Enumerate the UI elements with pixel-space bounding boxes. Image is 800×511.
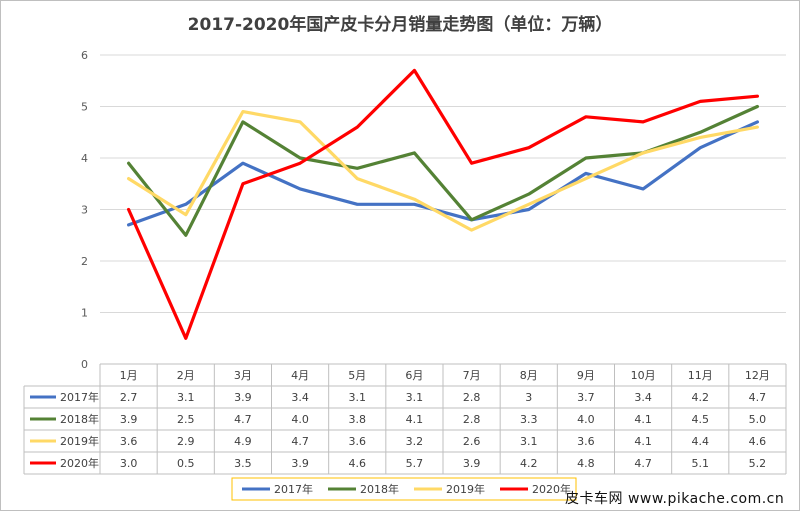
series-line: [127, 109, 760, 232]
data-cell: 4.0: [577, 413, 595, 426]
data-cell: 2.7: [120, 391, 138, 404]
table-series-label: 2019年: [60, 434, 99, 448]
x-category-label: 2月: [177, 369, 195, 382]
data-cell: 3.1: [177, 391, 195, 404]
legend-label: 2020年: [532, 482, 571, 496]
data-cell: 4.7: [234, 413, 252, 426]
data-cell: 4.8: [577, 457, 595, 470]
x-category-label: 4月: [291, 369, 309, 382]
data-cell: 4.9: [234, 435, 252, 448]
data-cell: 3.4: [291, 391, 309, 404]
data-cell: 4.2: [520, 457, 538, 470]
y-tick-label: 5: [81, 101, 88, 114]
x-category-label: 8月: [520, 369, 538, 382]
data-cell: 0.5: [177, 457, 195, 470]
data-cell: 4.2: [692, 391, 710, 404]
data-cell: 4.6: [749, 435, 767, 448]
data-cell: 2.6: [463, 435, 481, 448]
data-cell: 4.0: [291, 413, 309, 426]
chart-title: 2017-2020年国产皮卡分月销量走势图（单位：万辆）: [188, 14, 613, 35]
data-cell: 5.1: [692, 457, 710, 470]
data-cell: 4.1: [406, 413, 424, 426]
table-series-label: 2018年: [60, 412, 99, 426]
data-cell: 5.7: [406, 457, 424, 470]
data-cell: 3.9: [120, 413, 138, 426]
data-cell: 4.6: [349, 457, 367, 470]
legend-label: 2017年: [274, 482, 313, 496]
data-cell: 4.7: [634, 457, 652, 470]
y-tick-label: 3: [81, 204, 88, 217]
legend-label: 2019年: [446, 482, 485, 496]
data-cell: 3.7: [577, 391, 595, 404]
data-cell: 4.1: [634, 435, 652, 448]
legend-box: [231, 477, 577, 501]
data-cell: 3.4: [634, 391, 652, 404]
x-category-label: 5月: [348, 369, 366, 382]
data-cell: 3.0: [120, 457, 138, 470]
data-cell: 4.1: [634, 413, 652, 426]
x-category-label: 11月: [688, 369, 713, 382]
x-category-label: 12月: [745, 369, 770, 382]
data-cell: 2.5: [177, 413, 195, 426]
series-line: [127, 68, 760, 340]
y-tick-label: 1: [81, 307, 88, 320]
data-cell: 4.5: [692, 413, 710, 426]
data-cell: 3.6: [120, 435, 138, 448]
data-cell: 3.9: [234, 391, 252, 404]
x-category-label: 10月: [631, 369, 656, 382]
x-category-label: 9月: [577, 369, 595, 382]
data-cell: 3.1: [520, 435, 538, 448]
data-cell: 3.2: [406, 435, 424, 448]
data-cell: 3.8: [349, 413, 367, 426]
table-series-label: 2020年: [60, 456, 99, 470]
table-series-label: 2017年: [60, 390, 99, 404]
data-cell: 3.1: [349, 391, 367, 404]
y-tick-label: 6: [81, 49, 88, 62]
legend-label: 2018年: [360, 482, 399, 496]
x-category-label: 7月: [463, 369, 481, 382]
data-cell: 2.8: [463, 391, 481, 404]
data-cell: 3.6: [577, 435, 595, 448]
watermark-text: 皮卡车网 www.pikache.com.cn: [565, 491, 785, 507]
data-cell: 3.6: [349, 435, 367, 448]
data-cell: 3.9: [291, 457, 309, 470]
data-cell: 3.9: [463, 457, 481, 470]
y-tick-label: 2: [81, 255, 88, 268]
x-category-label: 1月: [120, 369, 138, 382]
data-cell: 3.3: [520, 413, 538, 426]
data-cell: 2.8: [463, 413, 481, 426]
series-line: [127, 120, 760, 227]
data-cell: 5.2: [749, 457, 767, 470]
data-cell: 5.0: [749, 413, 767, 426]
data-cell: 4.7: [291, 435, 309, 448]
data-cell: 3.5: [234, 457, 252, 470]
y-tick-label: 0: [81, 358, 88, 371]
data-cell: 4.4: [692, 435, 710, 448]
x-category-label: 3月: [234, 369, 252, 382]
y-tick-label: 4: [81, 152, 88, 165]
x-category-label: 6月: [405, 369, 423, 382]
data-cell: 4.7: [749, 391, 767, 404]
data-cell: 3: [525, 391, 532, 404]
data-cell: 3.1: [406, 391, 424, 404]
data-cell: 2.9: [177, 435, 195, 448]
